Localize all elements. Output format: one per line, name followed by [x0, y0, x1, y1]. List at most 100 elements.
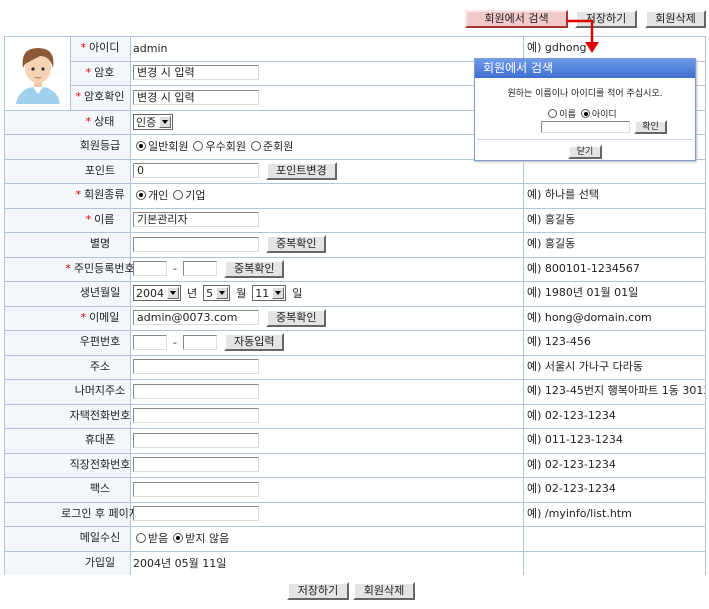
radio-button[interactable] — [173, 190, 184, 201]
search-popup: 회원에서 검색 원하는 이름이나 아이디를 적어 주십시오. 이름 아이디 확인 닫기 — [474, 58, 696, 161]
select-box[interactable]: 인증 — [133, 113, 174, 130]
search-member-button[interactable]: 회원에서 검색 — [465, 10, 568, 28]
radio-button[interactable] — [136, 190, 146, 201]
required-mark: * — [85, 212, 92, 226]
field-controls: 개인 기업 — [133, 183, 521, 208]
field-button[interactable]: 중복확인 — [266, 308, 327, 327]
select-box[interactable]: 5 — [203, 285, 231, 302]
radio-option[interactable]: 받음 — [136, 530, 168, 546]
radio-option[interactable]: 우수회원 — [193, 138, 246, 154]
label-text: 별명 — [89, 237, 111, 250]
value-cell — [131, 551, 523, 575]
example-text: 예) 123-45번지 행복아파트 1동 301호 — [527, 384, 705, 397]
field-controls: 2004 년 5 월 11 일 — [133, 281, 521, 306]
example-cell — [524, 380, 705, 404]
required-mark: * — [80, 41, 87, 54]
example-text: 예) 123-456 — [527, 335, 591, 348]
delete-button-bottom[interactable]: 회원삭제 — [353, 582, 415, 600]
text-input[interactable] — [133, 383, 259, 399]
label-text: 아이디 — [89, 41, 120, 54]
text-input[interactable]: 0 — [133, 163, 259, 179]
example-cell — [524, 527, 705, 551]
label-text: 휴대폰 — [84, 433, 116, 446]
field-controls: 기본관리자 — [133, 208, 521, 233]
field-controls — [133, 428, 521, 453]
radio-option[interactable]: 이름 — [548, 107, 576, 120]
radio-button[interactable] — [548, 108, 558, 118]
field-label: 로그인 후 페이지 — [60, 502, 140, 527]
field-label: 회원등급 — [60, 134, 140, 159]
field-controls: - 중복확인 — [133, 257, 521, 282]
field-button[interactable]: 자동입력 — [223, 333, 285, 352]
save-button[interactable]: 저장하기 — [575, 10, 637, 28]
select-arrow — [216, 287, 229, 300]
example-text: 예) 하나를 선택 — [527, 188, 600, 201]
radio-option[interactable]: 개인 — [136, 187, 168, 203]
label-text: 암호확인 — [84, 90, 125, 103]
text-input[interactable] — [133, 359, 259, 375]
text-input[interactable] — [133, 432, 259, 448]
field-button[interactable]: 중복확인 — [266, 235, 327, 254]
field-label: 직장전화번호 — [60, 453, 140, 478]
field-label: 나머지주소 — [60, 379, 140, 404]
label-text: 회원등급 — [79, 139, 121, 152]
radio-button[interactable] — [250, 141, 261, 152]
text-input[interactable] — [133, 261, 167, 277]
label-text: 주민등록번호 — [73, 261, 135, 275]
example-text: 예) /myinfo/list.htm — [527, 506, 632, 520]
field-button[interactable]: 중복확인 — [223, 259, 285, 278]
label-cell — [71, 37, 130, 61]
radio-option[interactable]: 아이디 — [580, 107, 617, 120]
radio-label: 이름 — [559, 109, 576, 120]
field-label: 팩스 — [60, 477, 140, 502]
radio-label: 아이디 — [591, 109, 617, 120]
text-input[interactable]: 변경 시 입력 — [133, 65, 259, 81]
label-text: 직장전화번호 — [69, 457, 131, 471]
text-input[interactable] — [182, 261, 217, 277]
label-text: 암호 — [94, 65, 115, 79]
popup-input[interactable] — [541, 121, 630, 133]
text-input[interactable] — [133, 506, 259, 522]
radio-option[interactable]: 일반회원 — [136, 138, 188, 154]
text-input[interactable]: 기본관리자 — [133, 212, 259, 228]
field-button[interactable]: 포인트변경 — [266, 161, 337, 180]
delete-button[interactable]: 회원삭제 — [645, 10, 706, 28]
radio-option[interactable]: 기업 — [173, 187, 206, 203]
field-label: * 아이디 — [60, 36, 140, 61]
field-controls: admin — [133, 36, 521, 61]
text-input[interactable] — [133, 481, 259, 497]
text-input[interactable]: 변경 시 입력 — [133, 89, 259, 105]
radio-option[interactable]: 준회원 — [250, 138, 293, 154]
text-input[interactable]: admin@0073.com — [133, 310, 259, 326]
example-cell — [524, 257, 705, 281]
field-label: * 이메일 — [60, 306, 140, 331]
popup-close[interactable]: 닫기 — [568, 145, 602, 159]
field-controls: 변경 시 입력 — [133, 61, 521, 86]
text-input[interactable] — [133, 457, 259, 473]
radio-button[interactable] — [136, 141, 146, 152]
radio-label: 개인 — [148, 189, 169, 203]
field-controls — [133, 453, 521, 478]
radio-option[interactable]: 받지 않음 — [173, 530, 229, 546]
field-controls — [133, 502, 521, 527]
label-text: 이메일 — [89, 310, 120, 324]
radio-button[interactable] — [580, 108, 590, 118]
save-button-bottom[interactable]: 저장하기 — [287, 582, 349, 600]
select-box[interactable]: 2004 — [133, 285, 181, 302]
text-input[interactable] — [133, 334, 167, 350]
select-box[interactable]: 11 — [252, 285, 287, 302]
radio-button[interactable] — [173, 533, 184, 544]
radio-button[interactable] — [193, 141, 204, 152]
label-cell — [71, 86, 130, 110]
text-input[interactable] — [182, 334, 217, 350]
label-cell — [5, 282, 130, 306]
text-input[interactable] — [133, 408, 259, 424]
example-text: 예) gdhong — [527, 41, 587, 54]
label-cell — [71, 61, 130, 85]
label-cell — [5, 306, 130, 330]
radio-button[interactable] — [136, 533, 146, 544]
text-input[interactable] — [133, 236, 259, 252]
value-cell — [131, 37, 523, 61]
popup-confirm[interactable]: 확인 — [634, 120, 667, 134]
label-text: 우편번호 — [79, 335, 121, 348]
